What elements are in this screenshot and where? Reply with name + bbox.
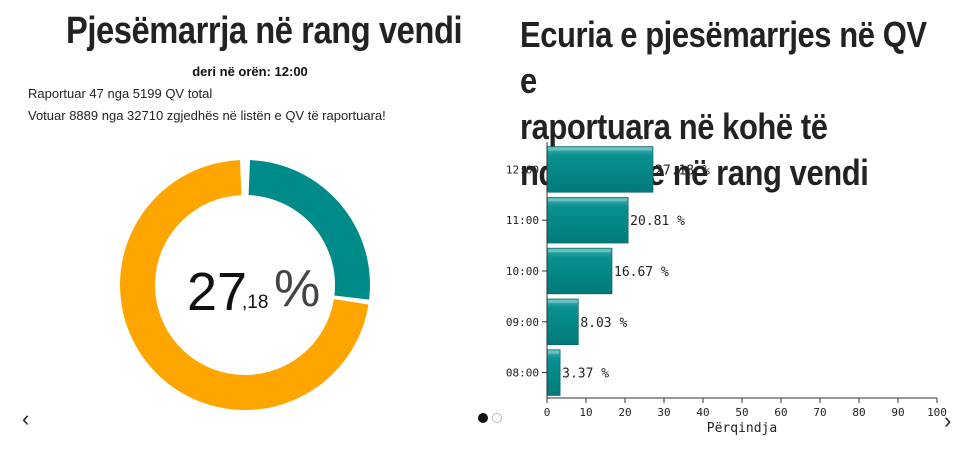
bar-value-label: 27.18 % bbox=[655, 163, 710, 178]
turnout-value-integer: 27 bbox=[187, 262, 247, 322]
slide-indicator-active[interactable] bbox=[478, 413, 488, 423]
bar-highlight bbox=[548, 299, 578, 303]
x-tick-label: 100 bbox=[927, 406, 947, 419]
previous-slide-icon[interactable]: ‹ bbox=[22, 406, 30, 431]
voters-text: Votuar 8889 nga 32710 zgjedhës në listën… bbox=[28, 108, 386, 123]
y-tick-label: 10:00 bbox=[506, 265, 539, 278]
x-tick-label: 0 bbox=[544, 406, 551, 419]
x-tick-label: 60 bbox=[774, 406, 787, 419]
bar-value-label: 16.67 % bbox=[614, 265, 669, 280]
bar-highlight bbox=[548, 147, 653, 151]
reported-stations-text: Raportuar 47 nga 5199 QV total bbox=[28, 86, 213, 101]
x-tick-label: 50 bbox=[735, 406, 748, 419]
bar-value-label: 20.81 % bbox=[630, 214, 685, 229]
x-tick-label: 80 bbox=[852, 406, 865, 419]
bar bbox=[546, 146, 654, 193]
donut-turnout-segment bbox=[248, 160, 371, 300]
bar-highlight bbox=[548, 198, 628, 202]
bar-value-label: 8.03 % bbox=[580, 316, 627, 331]
x-tick-label: 90 bbox=[891, 406, 904, 419]
as-of-time: deri në orën: 12:00 bbox=[192, 64, 308, 79]
x-axis-label: Përqindja bbox=[707, 421, 777, 436]
x-tick-label: 10 bbox=[579, 406, 592, 419]
bar bbox=[546, 247, 613, 295]
progress-title-line: Ecuria e pjesëmarrjes në QV e bbox=[520, 14, 927, 101]
x-tick-label: 30 bbox=[657, 406, 670, 419]
y-tick-label: 11:00 bbox=[506, 214, 539, 227]
bar-highlight bbox=[548, 350, 560, 354]
turnout-value-decimal: ,18 bbox=[242, 292, 268, 313]
y-tick-label: 08:00 bbox=[506, 367, 539, 380]
turnout-panel: Pjesëmarrja në rang vendi deri në orën: … bbox=[28, 10, 463, 411]
x-tick-label: 70 bbox=[813, 406, 826, 419]
bar bbox=[546, 298, 579, 345]
progress-title-line: raportuara në kohë të bbox=[520, 106, 828, 147]
turnout-bar-chart: 27.18 % 20.81 % 16.67 % 8.03 % 3.37 % 12:00 1… bbox=[506, 142, 947, 436]
bar bbox=[546, 349, 561, 396]
percent-sign: % bbox=[274, 260, 320, 318]
turnout-title: Pjesëmarrja në rang vendi bbox=[66, 10, 463, 52]
x-tick-label: 40 bbox=[696, 406, 709, 419]
y-tick-label: 09:00 bbox=[506, 316, 539, 329]
bar-highlight bbox=[548, 249, 612, 253]
next-slide-icon[interactable]: › bbox=[944, 408, 952, 433]
bar bbox=[546, 197, 629, 244]
bar-value-label: 3.37 % bbox=[562, 367, 609, 382]
y-tick-label: 12:00 bbox=[506, 163, 539, 176]
turnout-donut-chart: 27 ,18 % bbox=[119, 160, 371, 411]
slide-indicator[interactable] bbox=[492, 413, 502, 423]
x-tick-label: 20 bbox=[618, 406, 631, 419]
